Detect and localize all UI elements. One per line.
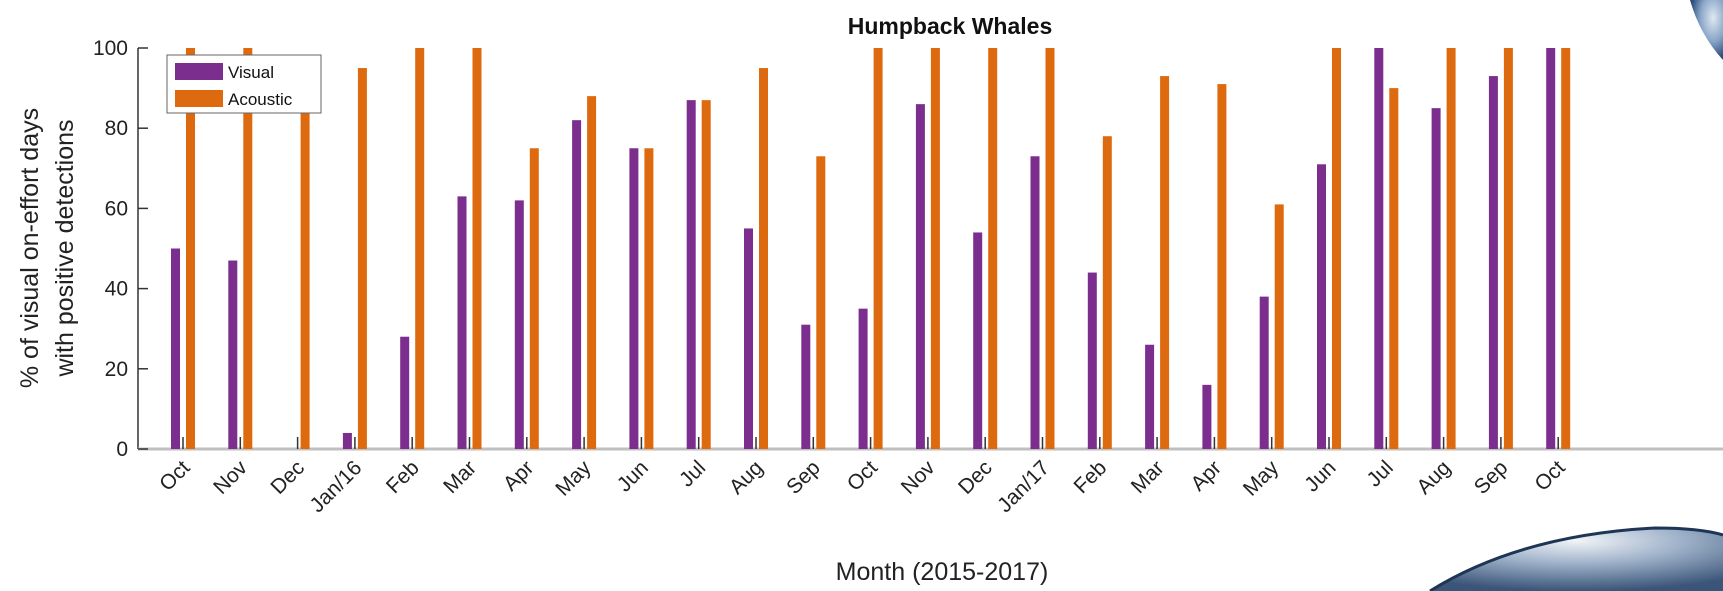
x-tick-label: Oct <box>843 456 882 495</box>
bar-visual-3 <box>342 432 352 449</box>
bar-visual-17 <box>1145 344 1155 449</box>
bar-visual-4 <box>400 336 410 449</box>
bar-visual-6 <box>514 200 524 449</box>
bar-acoustic-7 <box>587 96 597 450</box>
x-tick-label: May <box>1239 456 1284 501</box>
bar-acoustic-9 <box>701 100 711 449</box>
bar-acoustic-17 <box>1160 76 1170 449</box>
x-tick-label: Jun <box>1300 456 1340 496</box>
y-axis-label-line-2: with positive detections <box>51 119 79 377</box>
x-tick-label: Mar <box>439 456 481 498</box>
y-tick-label: 0 <box>116 438 128 461</box>
x-tick-label: Apr <box>1187 456 1226 495</box>
bar-visual-0 <box>171 248 180 449</box>
bar-acoustic-21 <box>1389 88 1399 449</box>
bar-visual-22 <box>1431 108 1441 450</box>
bar-visual-10 <box>744 228 753 449</box>
bar-visual-24 <box>1546 48 1556 449</box>
y-tick-label: 20 <box>105 358 128 381</box>
chart-title: Humpback Whales <box>848 13 1053 39</box>
x-tick-label: May <box>551 456 596 501</box>
bar-visual-7 <box>572 120 582 450</box>
x-tick-label: Jan/17 <box>993 456 1054 517</box>
x-tick-label: Dec <box>954 456 997 499</box>
bar-visual-16 <box>1087 272 1097 449</box>
x-tick-label: Oct <box>155 456 194 495</box>
bar-visual-18 <box>1202 384 1212 449</box>
bar-acoustic-13 <box>930 48 940 449</box>
bars <box>171 48 1571 450</box>
bar-acoustic-16 <box>1102 136 1112 449</box>
x-tick-label: Mar <box>1127 456 1169 498</box>
x-tick-label: Jan/16 <box>306 456 367 517</box>
x-axis-label: Month (2015-2017) <box>836 558 1049 586</box>
bar-acoustic-18 <box>1217 84 1227 449</box>
bar-visual-13 <box>915 104 925 449</box>
y-tick-label: 40 <box>105 278 128 301</box>
legend-swatch-acoustic <box>175 90 223 107</box>
bar-acoustic-2 <box>300 80 310 449</box>
globe-decoration-top <box>1690 0 1723 60</box>
x-tick-label: Apr <box>499 456 538 495</box>
bar-acoustic-10 <box>759 68 768 450</box>
legend-label-acoustic: Acoustic <box>228 90 293 109</box>
x-tick-label: Feb <box>382 456 424 498</box>
bar-visual-15 <box>1030 156 1040 449</box>
y-axis-label: % of visual on-effort days with positive… <box>16 108 79 388</box>
bar-visual-14 <box>973 232 983 449</box>
bar-acoustic-12 <box>873 48 883 449</box>
x-tick-label: Aug <box>725 456 768 499</box>
globe-decoration-bottom <box>1430 528 1723 591</box>
bar-acoustic-4 <box>415 48 425 449</box>
bar-visual-1 <box>228 260 238 449</box>
bar-visual-23 <box>1488 76 1498 449</box>
y-tick-label: 100 <box>93 37 128 60</box>
bar-acoustic-8 <box>644 148 654 449</box>
x-tick-label: Sep <box>1470 456 1513 499</box>
x-tick-label: Aug <box>1412 456 1455 499</box>
x-tick-label: Jul <box>675 456 710 491</box>
bar-acoustic-1 <box>243 48 253 449</box>
legend-label-visual: Visual <box>228 63 274 82</box>
x-tick-label: Nov <box>209 456 252 499</box>
x-tick-label: Feb <box>1069 456 1111 498</box>
x-tick-label: Jun <box>613 456 653 496</box>
bar-acoustic-6 <box>529 148 539 449</box>
bar-visual-21 <box>1374 48 1384 449</box>
bar-acoustic-22 <box>1446 48 1456 449</box>
bar-visual-19 <box>1259 296 1269 449</box>
x-tick-label: Sep <box>782 456 825 499</box>
bar-acoustic-20 <box>1332 48 1341 449</box>
axes <box>137 48 1723 451</box>
bar-acoustic-14 <box>988 48 998 449</box>
bar-visual-5 <box>457 196 467 449</box>
bar-acoustic-0 <box>186 48 195 449</box>
y-ticks: 0 20 40 60 80 100 <box>93 37 148 461</box>
bar-acoustic-11 <box>816 156 826 449</box>
bar-visual-12 <box>858 308 868 449</box>
bar-acoustic-3 <box>357 68 367 450</box>
legend-swatch-visual <box>175 63 223 80</box>
y-axis-label-line-1: % of visual on-effort days <box>16 108 44 388</box>
globe-decoration-bottom-edge <box>1429 526 1723 591</box>
bar-acoustic-5 <box>472 48 482 449</box>
x-tick-label: Dec <box>266 456 309 499</box>
bar-acoustic-15 <box>1045 48 1055 449</box>
bar-visual-9 <box>686 100 696 449</box>
bar-acoustic-23 <box>1503 48 1513 449</box>
y-tick-label: 60 <box>105 197 128 220</box>
x-tick-label: Nov <box>897 456 940 499</box>
bar-visual-20 <box>1317 164 1326 450</box>
bar-acoustic-19 <box>1274 204 1284 449</box>
bar-visual-8 <box>629 148 639 449</box>
legend: Visual Acoustic <box>166 54 322 114</box>
y-tick-label: 80 <box>105 117 128 140</box>
bar-acoustic-24 <box>1561 48 1571 449</box>
bar-visual-11 <box>801 324 811 449</box>
x-tick-label: Oct <box>1530 456 1569 495</box>
x-tick-label: Jul <box>1363 456 1398 491</box>
